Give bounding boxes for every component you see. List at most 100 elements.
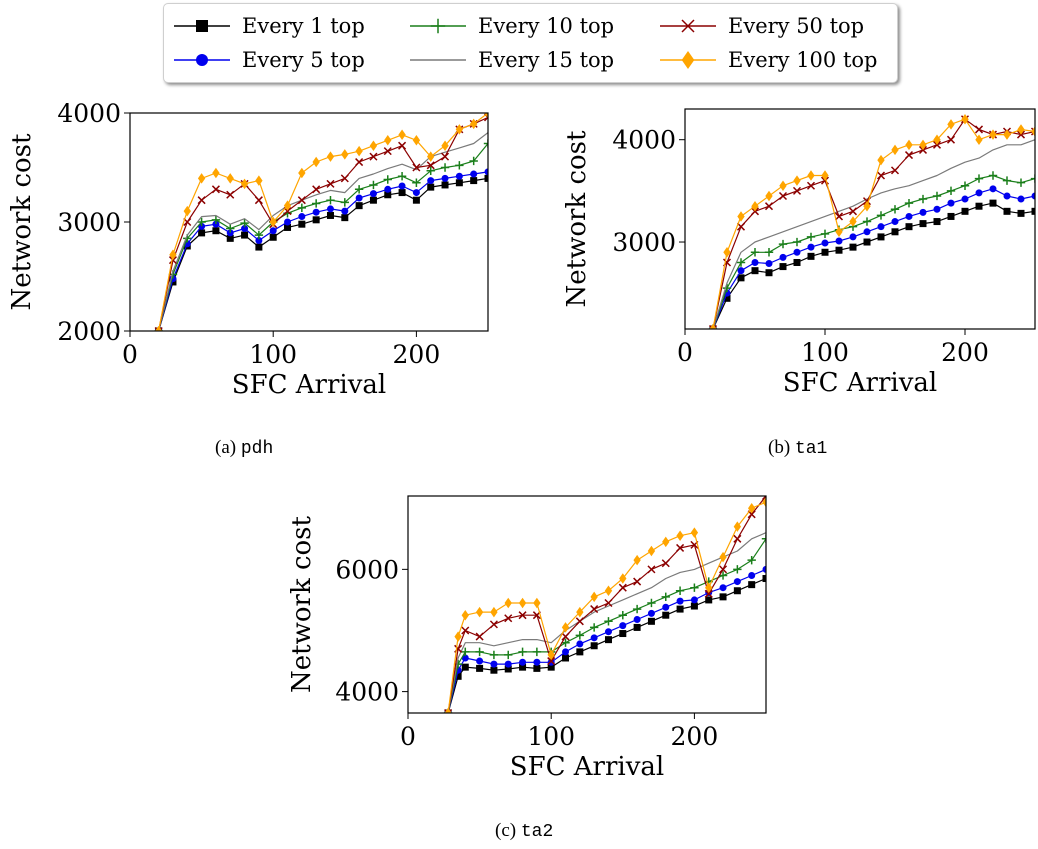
ta2-series-every-100-top-marker	[490, 606, 498, 618]
ta1-series-every-1-top-marker	[961, 207, 969, 215]
ta2-series-every-100-top-marker	[590, 591, 598, 603]
ta2-series-every-100-top-marker	[705, 582, 713, 593]
ta1-series-every-100-top-marker	[989, 129, 997, 140]
pdh-series-every-5-top-marker	[484, 168, 488, 176]
ta1-series-every-5-top-marker	[891, 218, 899, 226]
pdh-series-every-50-top-marker	[355, 158, 364, 167]
ta1-series-every-5-top-marker	[849, 233, 857, 241]
pdh-y-axis-label: Network cost	[7, 133, 37, 310]
ta2-series-every-10-top-marker	[690, 583, 699, 592]
ta2-series-every-5-top-marker	[647, 609, 655, 617]
legend-item-every-15: Every 15 top	[408, 46, 614, 74]
ta2-series-every-50-top-marker	[561, 632, 570, 641]
ta2-series-every-10-top-marker	[532, 647, 542, 657]
ta1-series-every-10-top-marker	[904, 198, 914, 208]
pdh-series-every-100-top-marker	[255, 175, 263, 186]
pdh-series-every-5-top-marker	[398, 182, 406, 190]
pdh-series-every-100-top-marker	[226, 173, 234, 184]
ta1-series-every-100-top-marker	[1031, 126, 1035, 137]
pdh-series-every-100-top-marker	[441, 140, 449, 151]
ta2-series-every-100-top-marker	[719, 551, 727, 563]
caption-b-label: (b)	[768, 437, 791, 458]
pdh-series-every-10-top-marker	[354, 185, 364, 194]
pdh-series-every-100-top-marker	[384, 135, 392, 146]
ta2-series-every-100-top-marker	[461, 609, 469, 621]
ta2-series-every-50-top-marker	[547, 657, 556, 666]
pdh-series-every-10-top-marker	[455, 161, 464, 170]
pdh-series-every-10-top-marker	[483, 139, 488, 148]
ta2-series-every-10-top-marker	[504, 650, 513, 660]
ta1-series-every-5-top-marker	[793, 248, 801, 256]
ta1-series-every-5-top-marker	[947, 199, 955, 207]
pdh-series-every-100-top-marker	[283, 200, 292, 211]
pdh-series-every-5-top-marker	[384, 185, 392, 193]
plot-ta2: 0 100 200 4000 6000 SFC Arrival Network cost	[287, 495, 767, 782]
pdh-series-every-50-top-marker	[326, 179, 335, 188]
ta2-series-every-1-top-marker	[461, 663, 469, 671]
legend-label-every-15: Every 15 top	[478, 48, 615, 72]
pdh-x-axis-label: SFC Arrival	[232, 370, 386, 400]
ta1-series-every-1-top-marker	[835, 246, 843, 254]
ta2-series-every-1-top-marker	[619, 630, 627, 638]
ta1-series-every-5-top-marker	[877, 223, 885, 231]
legend-item-every-10: Every 10 top	[408, 12, 614, 40]
pdh-series-every-100-top-line	[158, 113, 488, 331]
ta1-series-every-1-top-marker	[821, 248, 829, 256]
ta1-series-every-1-top-marker	[919, 220, 927, 228]
ta2-series-every-10-top-marker	[675, 586, 685, 595]
ta2-series-every-5-top-marker	[762, 565, 766, 573]
ta2-series-every-100-top-marker	[619, 573, 627, 584]
pdh-series-every-100-top-marker	[269, 216, 277, 228]
ta2-series-every-50-top-marker	[633, 577, 642, 586]
ta2-series-every-10-top-marker	[733, 565, 742, 574]
ta1-series-every-5-top-marker	[919, 208, 927, 216]
pdh-series-every-1-top-marker	[470, 177, 478, 185]
ta2-series-every-1-top-marker	[604, 636, 612, 644]
legend-swatch-every-15	[410, 59, 466, 61]
pdh-series-every-10-top-marker	[311, 199, 321, 208]
ta1-series-every-50-top-marker	[890, 166, 900, 175]
pdh-series-every-1-top-marker	[455, 179, 463, 187]
ta2-series-every-10-top-marker	[475, 647, 484, 657]
ta2-x-tick-label: 200	[671, 722, 719, 751]
ta2-y-tick-label: 6000	[335, 555, 399, 584]
pdh-series-every-50-top-marker	[312, 185, 321, 194]
ta1-series-every-100-top-marker	[807, 170, 815, 181]
ta2-series-every-100-top-marker	[444, 707, 452, 713]
pdh-series-every-50-top-marker	[226, 190, 235, 199]
pdh-series-every-50-top-marker	[426, 161, 435, 170]
ta2-series-every-10-top-marker	[589, 623, 599, 632]
legend-swatch-every-5	[174, 54, 230, 66]
ta1-series-every-10-top-line	[712, 174, 1035, 329]
ta1-y-tick-label: 4000	[612, 126, 676, 155]
ta2-series-every-5-top-marker	[576, 640, 584, 648]
ta1-series-every-10-top-marker	[890, 205, 900, 214]
ta2-series-every-50-top-marker	[618, 583, 627, 592]
ta1-series-every-1-top-marker	[765, 269, 773, 277]
ta2-series-every-10-top-marker	[761, 534, 766, 543]
caption-c: (c) ta2	[495, 820, 553, 842]
ta1-series-every-100-top-marker	[905, 139, 913, 151]
ta1-series-every-50-top-marker	[946, 135, 956, 144]
pdh-series-every-5-top-marker	[412, 189, 420, 197]
pdh-y-tick-label: 4000	[57, 99, 121, 128]
pdh-series-every-5-top-marker	[298, 213, 306, 221]
ta2-series-every-50-top-marker	[489, 620, 498, 629]
ta1-series-every-100-top-marker	[1003, 129, 1011, 140]
legend-item-every-5: Every 5 top	[172, 46, 365, 74]
pdh-series-every-100-top-marker	[169, 249, 177, 260]
ta2-series-every-100-top-marker	[504, 597, 512, 609]
ta1-series-every-100-top-marker	[835, 226, 843, 238]
ta2-series-every-5-top-marker	[733, 578, 741, 586]
pdh-series-every-100-top-marker	[240, 178, 249, 190]
ta2-series-every-1-top-marker	[562, 654, 570, 662]
ta2-series-every-10-top-marker	[461, 647, 470, 657]
ta2-series-every-5-top-marker	[633, 615, 641, 623]
ta2-series-every-50-top-marker	[647, 565, 656, 574]
ta1-series-every-10-top-marker	[764, 248, 774, 257]
ta1-series-every-50-top-marker	[792, 186, 802, 195]
legend-swatch-every-100	[660, 51, 716, 69]
pdh-series-every-50-top-marker	[254, 196, 263, 205]
pdh-series-every-10-top-marker	[440, 163, 450, 172]
ta2-axes-frame	[407, 495, 767, 714]
